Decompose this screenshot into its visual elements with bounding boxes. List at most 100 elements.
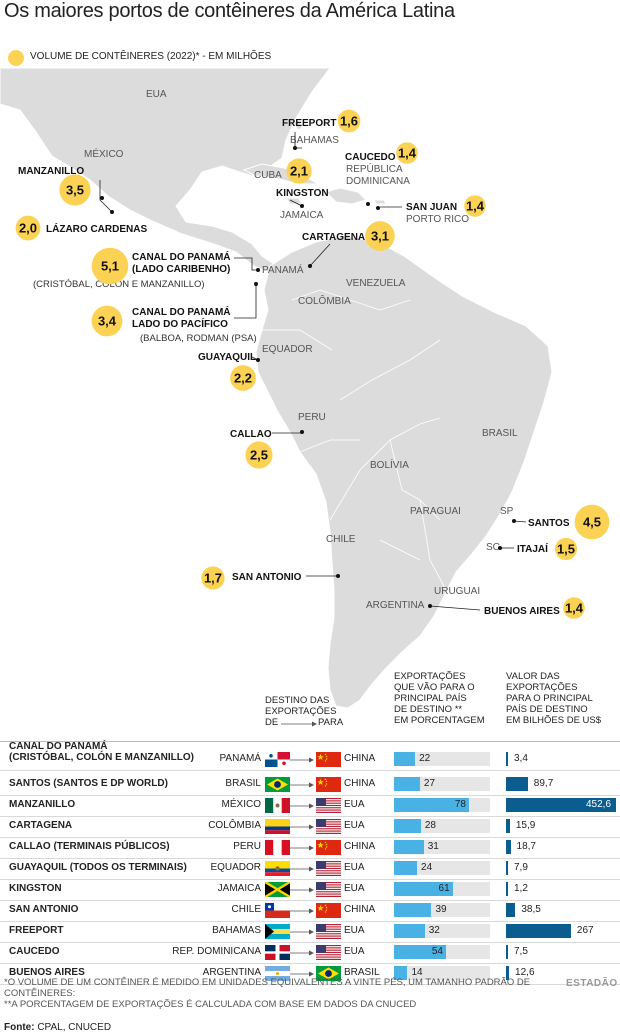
country-label: SP	[500, 506, 514, 517]
port-name: LÁZARO CARDENAS	[46, 222, 147, 235]
origin-country: MÉXICO	[221, 799, 261, 810]
country-label: JAMAICA	[280, 210, 324, 221]
port-name: GUAYAQUIL (TODOS OS TERMINAIS)	[9, 862, 187, 873]
origin-country: BRASIL	[225, 778, 261, 789]
value-bar	[506, 966, 510, 980]
destination-flag	[316, 966, 341, 981]
percent-label: 78	[454, 799, 466, 810]
arrow-icon	[290, 929, 314, 935]
port-location-dot	[308, 264, 312, 268]
percent-bar	[394, 752, 416, 766]
origin-flag	[265, 798, 290, 813]
volume-value: 1,4	[466, 199, 485, 214]
value-label: 267	[576, 925, 594, 936]
border-lines	[262, 289, 447, 591]
country-label: CHILE	[326, 534, 356, 545]
destination-country: EUA	[344, 946, 365, 957]
destination-country: EUA	[344, 925, 365, 936]
destination-flag	[316, 819, 341, 834]
percent-bar-track	[394, 752, 490, 766]
value-label: 7,9	[514, 862, 528, 873]
volume-bubble	[337, 109, 361, 133]
country-label: VENEZUELA	[346, 278, 406, 289]
origin-flag	[265, 882, 290, 897]
port-terminals: (CRISTÓBAL, COLÓN E MANZANILLO)	[33, 279, 205, 290]
port-name: CAUCEDO	[9, 946, 60, 957]
port-name: CALLAO	[230, 429, 272, 440]
percent-bar-track	[394, 966, 490, 980]
value-bar	[506, 752, 508, 766]
percent-header-line-4: DE DESTINO **	[394, 704, 463, 715]
port-name: MANZANILLO	[18, 166, 84, 177]
table-row: CALLAO (TERMINAIS PÚBLICOS) PERU CHINA 31 18…	[0, 839, 620, 860]
row-divider	[0, 879, 620, 880]
origin-country: ARGENTINA	[202, 967, 261, 978]
leader-line	[289, 199, 303, 207]
value-bar	[506, 798, 616, 812]
port-location-dot	[256, 268, 260, 272]
value-label: 15,9	[515, 820, 536, 831]
source-text: CPAL, CNUCED	[37, 1022, 112, 1033]
port-location-dot	[512, 519, 516, 523]
value-header-line-4: PAÍS DE DESTINO	[506, 704, 588, 715]
destination-flag	[316, 882, 341, 897]
percent-label: 39	[435, 904, 447, 915]
percent-bar	[394, 777, 420, 791]
country-label: ARGENTINA	[366, 600, 425, 611]
volume-value: 2,2	[234, 371, 252, 386]
port-name: SANTOS	[528, 518, 570, 529]
dest-header-line-1: DESTINO DAS	[265, 695, 330, 706]
percent-header-line-1: EXPORTAÇÕES	[394, 671, 466, 682]
port-name: CARTAGENA	[302, 232, 365, 243]
percent-bar	[394, 903, 432, 917]
row-divider	[0, 858, 620, 859]
volume-bubble	[574, 504, 610, 540]
country-label: BRASIL	[482, 428, 518, 439]
volume-bubble	[464, 195, 486, 217]
leader-line	[234, 284, 257, 319]
origin-country: COLÔMBIA	[208, 820, 261, 831]
source-label: Fonte:	[4, 1022, 35, 1033]
arrow-icon	[290, 866, 314, 872]
dest-header-from: DE	[265, 717, 279, 728]
percent-label: 14	[411, 967, 423, 978]
table-top-divider	[0, 741, 620, 742]
port-location-dot	[498, 546, 502, 550]
country-label: BAHAMAS	[290, 135, 339, 146]
value-header-line-3: PARA O PRINCIPAL	[506, 693, 593, 704]
origin-flag	[265, 924, 290, 939]
origin-flag	[265, 903, 290, 918]
volume-value: 4,5	[583, 515, 601, 530]
port-name: FREEPORT	[9, 925, 64, 936]
volume-bubble	[396, 142, 418, 164]
origin-country: CHILE	[231, 904, 261, 915]
legend-bubble-swatch	[8, 50, 24, 66]
row-divider	[0, 942, 620, 943]
volume-value: 1,6	[340, 114, 358, 129]
source: Fonte: CPAL, CNUCED	[4, 1022, 111, 1033]
port-name: BUENOS AIRES	[9, 967, 85, 978]
table-row: BUENOS AIRES ARGENTINA BRASIL 14 12,6	[0, 965, 620, 986]
port-subtitle: LADO DO PACÍFICO	[132, 317, 228, 330]
table-row: FREEPORT BAHAMAS EUA 32 267	[0, 923, 620, 944]
arrow-icon	[290, 757, 314, 763]
volume-bubble	[15, 215, 41, 241]
origin-flag	[265, 752, 290, 767]
volume-value: 5,1	[101, 259, 119, 274]
origin-flag	[265, 945, 290, 960]
percent-label: 31	[427, 841, 439, 852]
arrow-icon	[290, 845, 314, 851]
percent-bar-track	[394, 861, 490, 875]
port-subtitle: (LADO CARIBENHO)	[132, 264, 230, 275]
arrow-icon	[290, 908, 314, 914]
percent-label: 54	[431, 946, 443, 957]
destination-flag	[316, 752, 341, 767]
percent-bar	[394, 945, 446, 959]
origin-flag	[265, 840, 290, 855]
percent-header-line-5: EM PORCENTAGEM	[394, 715, 485, 726]
table-row: CAUCEDO REP. DOMINICANA EUA 54 7,5	[0, 944, 620, 965]
country-label: EUA	[146, 89, 167, 100]
leader-line	[99, 180, 113, 213]
country-label: PARAGUAI	[410, 506, 461, 517]
port-location-dot	[336, 574, 340, 578]
